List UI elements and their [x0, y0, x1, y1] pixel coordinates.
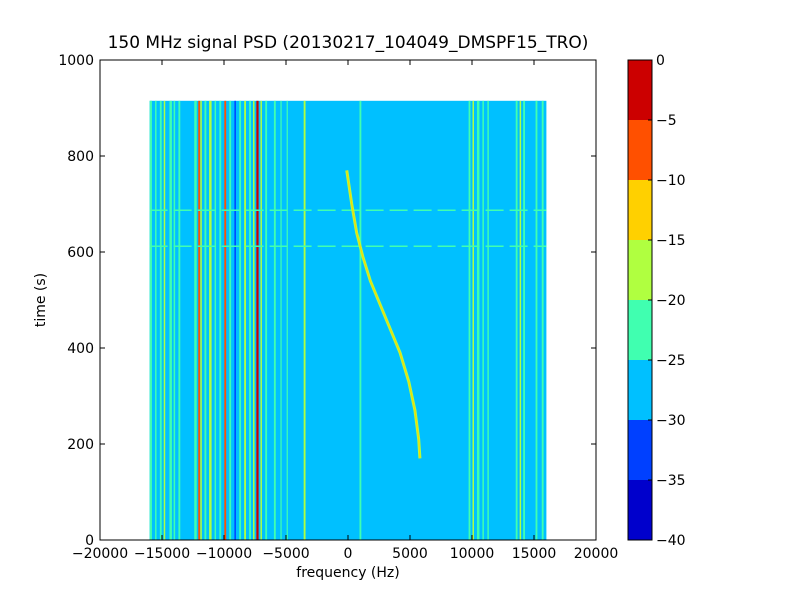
- spectral-line: [476, 100, 480, 541]
- x-tick-label: −5000: [262, 546, 309, 562]
- colorbar-tick-label: −30: [656, 413, 686, 429]
- spectral-line: [472, 100, 474, 541]
- colorbar-tick-label: −10: [656, 173, 686, 189]
- colorbar-tick-label: −20: [656, 293, 686, 309]
- colorbar-swatch: [628, 180, 652, 240]
- spectral-line: [303, 100, 306, 541]
- colorbar-tick-label: −35: [656, 473, 686, 489]
- colorbar-swatch: [628, 480, 652, 540]
- y-tick-label: 400: [67, 341, 94, 357]
- colorbar-swatch: [628, 120, 652, 180]
- spectral-line: [159, 100, 162, 541]
- doppler-trace-core: [346, 170, 421, 459]
- colorbar-tick-label: −40: [656, 533, 686, 549]
- x-tick-label: −20000: [72, 546, 128, 562]
- colorbar-swatches: [628, 60, 652, 540]
- spectral-line: [169, 100, 172, 541]
- colorbar-tick-label: −15: [656, 233, 686, 249]
- spectral-line: [535, 100, 538, 541]
- spectral-line: [253, 100, 255, 541]
- colorbar-swatch: [628, 360, 652, 420]
- x-axis-label: frequency (Hz): [296, 565, 399, 581]
- spectral-line: [239, 100, 242, 541]
- spectral-line: [515, 100, 518, 541]
- x-tick-label: −15000: [134, 546, 190, 562]
- spectral-line: [286, 100, 288, 541]
- x-axis: −20000 −15000 −10000 −5000 0 5000 10000 15000 20…: [72, 60, 618, 562]
- y-axis-label: time (s): [33, 273, 49, 327]
- colorbar-ticks: −40 −35 −30 −25 −20 −15 −10 −5 0: [648, 53, 686, 549]
- x-tick-label: 15000: [512, 546, 557, 562]
- y-tick-label: 1000: [58, 53, 94, 69]
- spectral-line: [149, 100, 152, 541]
- heatmap: [149, 100, 547, 541]
- spectral-line: [173, 100, 176, 541]
- y-tick-label: 200: [67, 437, 94, 453]
- spectral-line: [260, 100, 262, 541]
- x-tick-label: 0: [344, 546, 353, 562]
- colorbar-swatch: [628, 60, 652, 120]
- spectral-line: [178, 100, 181, 541]
- spectral-line: [273, 100, 276, 541]
- colorbar: −40 −35 −30 −25 −20 −15 −10 −5 0: [627, 53, 686, 549]
- colorbar-tick-label: −5: [656, 113, 677, 129]
- x-tick-label: −10000: [196, 546, 252, 562]
- y-tick-label: 800: [67, 149, 94, 165]
- spectral-line: [468, 100, 471, 541]
- colorbar-swatch: [628, 300, 652, 360]
- spectral-line: [280, 100, 282, 541]
- x-tick-label: 10000: [450, 546, 495, 562]
- spectral-line: [359, 100, 362, 541]
- spectral-line: [200, 100, 202, 541]
- x-tick-label: 5000: [392, 546, 428, 562]
- y-axis: 0 200 400 600 800 1000: [58, 53, 596, 549]
- x-tick-label: 20000: [574, 546, 619, 562]
- spectral-line: [482, 100, 484, 541]
- spectral-line: [234, 100, 236, 541]
- spectral-line: [519, 100, 522, 541]
- y-tick-label: 600: [67, 245, 94, 261]
- chart-title: 150 MHz signal PSD (20130217_104049_DMSP…: [108, 33, 589, 53]
- spectral-line: [163, 100, 166, 541]
- plot-area: −20000 −15000 −10000 −5000 0 5000 10000 15000 20…: [58, 53, 618, 562]
- spectral-line: [155, 100, 157, 541]
- spectral-line: [244, 100, 247, 541]
- spectral-line: [219, 100, 222, 541]
- spectral-line: [249, 100, 251, 541]
- colorbar-swatch: [628, 420, 652, 480]
- spectral-line: [209, 100, 212, 541]
- spectral-line: [523, 100, 526, 541]
- spectral-line: [194, 100, 197, 541]
- spectral-line: [214, 100, 217, 541]
- colorbar-tick-label: 0: [656, 53, 665, 69]
- spectral-line: [198, 100, 201, 541]
- y-tick-label: 0: [85, 533, 94, 549]
- spectral-line: [224, 100, 227, 541]
- spectral-line: [541, 100, 544, 541]
- colorbar-swatch: [628, 240, 652, 300]
- spectral-line: [229, 100, 232, 541]
- spectral-line: [204, 100, 207, 541]
- spectral-line: [256, 100, 259, 541]
- spectral-line: [487, 100, 489, 541]
- spectral-line: [265, 100, 268, 541]
- colorbar-tick-label: −25: [656, 353, 686, 369]
